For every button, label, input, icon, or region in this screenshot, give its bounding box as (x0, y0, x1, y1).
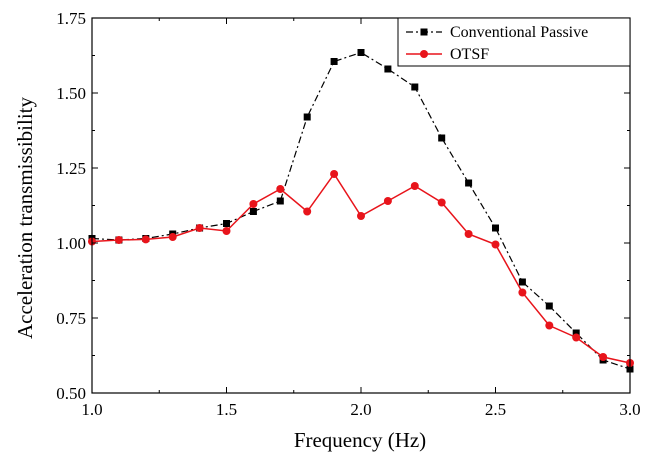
y-tick-label: 1.25 (56, 159, 86, 178)
series-2-point (330, 170, 339, 178)
plot-frame (91, 17, 631, 394)
y-axis-title: Acceleration transmissibility (13, 96, 37, 339)
legend-label-1: Conventional Passive (450, 24, 588, 41)
series-1-point (276, 197, 284, 205)
series-1-point (411, 83, 419, 91)
series-1-point (357, 49, 365, 56)
legend-marker-2 (420, 50, 428, 58)
legend-marker-1 (420, 28, 428, 36)
series-1-point (384, 65, 392, 73)
series-2-point (572, 333, 581, 342)
series-2-point (437, 198, 446, 207)
y-tick-label: 0.75 (56, 309, 86, 328)
series-2-point (168, 233, 177, 241)
legend-label-2: OTSF (450, 46, 489, 63)
y-tick-label: 1.50 (56, 84, 86, 103)
series-1-point (545, 302, 553, 310)
series-1-point (518, 278, 526, 286)
series-2-point (141, 235, 150, 244)
series-1-point (249, 208, 257, 215)
series-2-point (114, 236, 123, 244)
series-2-point (410, 182, 419, 190)
series-2-point (518, 288, 527, 297)
series-2-point (491, 240, 500, 249)
series-2-point (303, 207, 312, 216)
series-2-point (195, 224, 204, 232)
series-line-1 (91, 51, 631, 370)
legend: Conventional Passive OTSF (397, 17, 631, 67)
x-tick-label: 3.0 (619, 400, 640, 419)
x-tick-label: 2.5 (485, 400, 506, 419)
series-1-point (492, 224, 499, 232)
series-1-point (330, 58, 338, 65)
series-2-point (383, 197, 392, 205)
legend-box (397, 17, 631, 67)
series-2-point (222, 227, 231, 235)
y-tick-label: 0.50 (56, 384, 86, 403)
y-tick-label: 1.00 (56, 234, 86, 253)
x-tick-label: 1.5 (216, 400, 237, 419)
series-1-point (572, 329, 580, 337)
series-line-2 (91, 172, 631, 364)
series-1-point (465, 179, 473, 187)
series-1-point (438, 134, 446, 142)
x-tick-label: 2.0 (350, 400, 371, 419)
x-tick-label: 1.0 (81, 400, 102, 419)
series-2-point (276, 185, 285, 193)
axes: 1.0 1.5 2.0 2.5 3.0 0.50 0.75 1.00 1.25 1.50 1.75 (56, 9, 640, 419)
plot-area (88, 49, 634, 373)
series-2-point (249, 200, 258, 208)
series-2-point (545, 321, 554, 330)
series-2-point (599, 353, 608, 361)
series-2-point (464, 230, 473, 238)
x-axis-title: Frequency (Hz) (294, 428, 426, 452)
series-1-point (223, 220, 230, 227)
series-1-point (303, 113, 311, 121)
y-tick-label: 1.75 (56, 9, 86, 28)
series-2-point (357, 212, 365, 220)
